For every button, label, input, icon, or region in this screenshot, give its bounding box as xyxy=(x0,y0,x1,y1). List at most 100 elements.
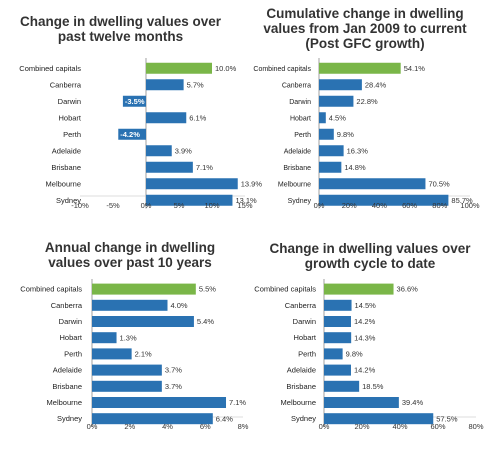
category-label: Sydney xyxy=(288,198,312,205)
category-label: Melbourne xyxy=(47,398,82,407)
bar xyxy=(92,380,162,392)
category-label: Combined capitals xyxy=(253,66,311,73)
x-tick-label: 60% xyxy=(430,422,445,431)
bar xyxy=(92,364,162,376)
x-tick-label: 0% xyxy=(314,201,325,210)
category-label: Hobart xyxy=(290,115,311,122)
value-label: 3.7% xyxy=(165,366,182,375)
value-label: 14.8% xyxy=(344,163,366,172)
x-tick-label: 40% xyxy=(392,422,407,431)
value-label: 85.7% xyxy=(451,196,473,205)
x-tick-label: 100% xyxy=(460,201,480,210)
x-tick-label: 0% xyxy=(319,422,330,431)
bar xyxy=(92,413,213,425)
bar xyxy=(319,194,449,206)
x-tick-label: 80% xyxy=(432,201,447,210)
category-label: Hobart xyxy=(293,333,316,342)
category-label: Combined capitals xyxy=(254,285,316,294)
category-label: Canberra xyxy=(51,301,83,310)
bar xyxy=(324,283,394,295)
bar xyxy=(319,128,334,140)
bar xyxy=(146,161,193,173)
x-tick-label: 60% xyxy=(402,201,417,210)
category-label: Melbourne xyxy=(281,398,316,407)
category-label: Canberra xyxy=(50,80,82,89)
value-label: 7.1% xyxy=(196,163,213,172)
value-label: 5.4% xyxy=(197,317,214,326)
value-label: -4.2% xyxy=(120,130,140,139)
value-label: 5.5% xyxy=(199,285,216,294)
category-label: Sydney xyxy=(57,414,82,423)
bar xyxy=(319,145,344,157)
value-label: 9.8% xyxy=(346,350,363,359)
value-label: 13.9% xyxy=(241,179,263,188)
bar xyxy=(324,364,351,376)
value-label: 3.7% xyxy=(165,382,182,391)
category-label: Sydney xyxy=(291,414,316,423)
value-label: 18.5% xyxy=(362,382,384,391)
category-label: Melbourne xyxy=(46,179,81,188)
value-label: -3.5% xyxy=(125,97,145,106)
value-label: 14.2% xyxy=(354,317,376,326)
value-label: 10.0% xyxy=(215,64,237,73)
bar xyxy=(118,128,146,140)
x-tick-label: 5% xyxy=(174,201,185,210)
x-tick-label: -10% xyxy=(71,201,89,210)
x-tick-label: 0% xyxy=(87,422,98,431)
category-label: Adelaide xyxy=(53,366,82,375)
x-tick-label: 2% xyxy=(124,422,135,431)
x-tick-label: 20% xyxy=(342,201,357,210)
category-label: Combined capitals xyxy=(19,64,81,73)
chart-title: Change in dwelling values over past twel… xyxy=(19,14,222,44)
value-label: 14.5% xyxy=(355,301,377,310)
bar xyxy=(319,79,362,91)
x-tick-label: 10% xyxy=(204,201,219,210)
bar xyxy=(92,299,168,311)
value-label: 54.1% xyxy=(404,64,426,73)
bar xyxy=(324,413,434,425)
category-label: Canberra xyxy=(285,301,317,310)
category-label: Adelaide xyxy=(52,146,81,155)
value-label: 2.1% xyxy=(135,350,152,359)
value-label: 3.9% xyxy=(175,146,192,155)
chart-title: Cumulative change in dwelling values fro… xyxy=(263,6,467,51)
bar xyxy=(122,95,146,107)
x-tick-label: 40% xyxy=(372,201,387,210)
value-label: 39.4% xyxy=(402,398,424,407)
category-label: Brisbane xyxy=(51,163,81,172)
value-label: 4.5% xyxy=(329,113,346,122)
category-label: Melbourne xyxy=(278,181,311,188)
bar xyxy=(324,316,351,327)
value-label: 14.2% xyxy=(354,366,376,375)
bar xyxy=(319,62,401,74)
value-label: 7.1% xyxy=(229,398,246,407)
category-label: Brisbane xyxy=(283,165,311,172)
value-label: 5.7% xyxy=(187,80,204,89)
value-label: 36.6% xyxy=(397,285,419,294)
category-label: Darwin xyxy=(59,317,82,326)
bar xyxy=(92,283,196,295)
bar xyxy=(319,161,342,173)
value-label: 9.8% xyxy=(337,130,354,139)
bar xyxy=(319,95,354,107)
bar xyxy=(324,332,352,344)
x-tick-label: 4% xyxy=(162,422,173,431)
x-tick-label: 8% xyxy=(238,422,249,431)
chart-title: Change in dwelling values over growth cy… xyxy=(269,241,471,271)
value-label: 57.5% xyxy=(436,414,458,423)
category-label: Perth xyxy=(294,132,311,139)
chart-title: Annual change in dwelling values over pa… xyxy=(44,240,216,270)
category-label: Hobart xyxy=(59,333,82,342)
value-label: 28.4% xyxy=(365,80,387,89)
bar xyxy=(92,348,132,360)
value-label: 6.4% xyxy=(216,414,233,423)
bar xyxy=(324,348,343,360)
category-label: Brisbane xyxy=(286,382,316,391)
category-label: Brisbane xyxy=(52,382,82,391)
bar xyxy=(92,332,117,344)
value-label: 70.5% xyxy=(428,179,450,188)
x-tick-label: 15% xyxy=(237,201,252,210)
